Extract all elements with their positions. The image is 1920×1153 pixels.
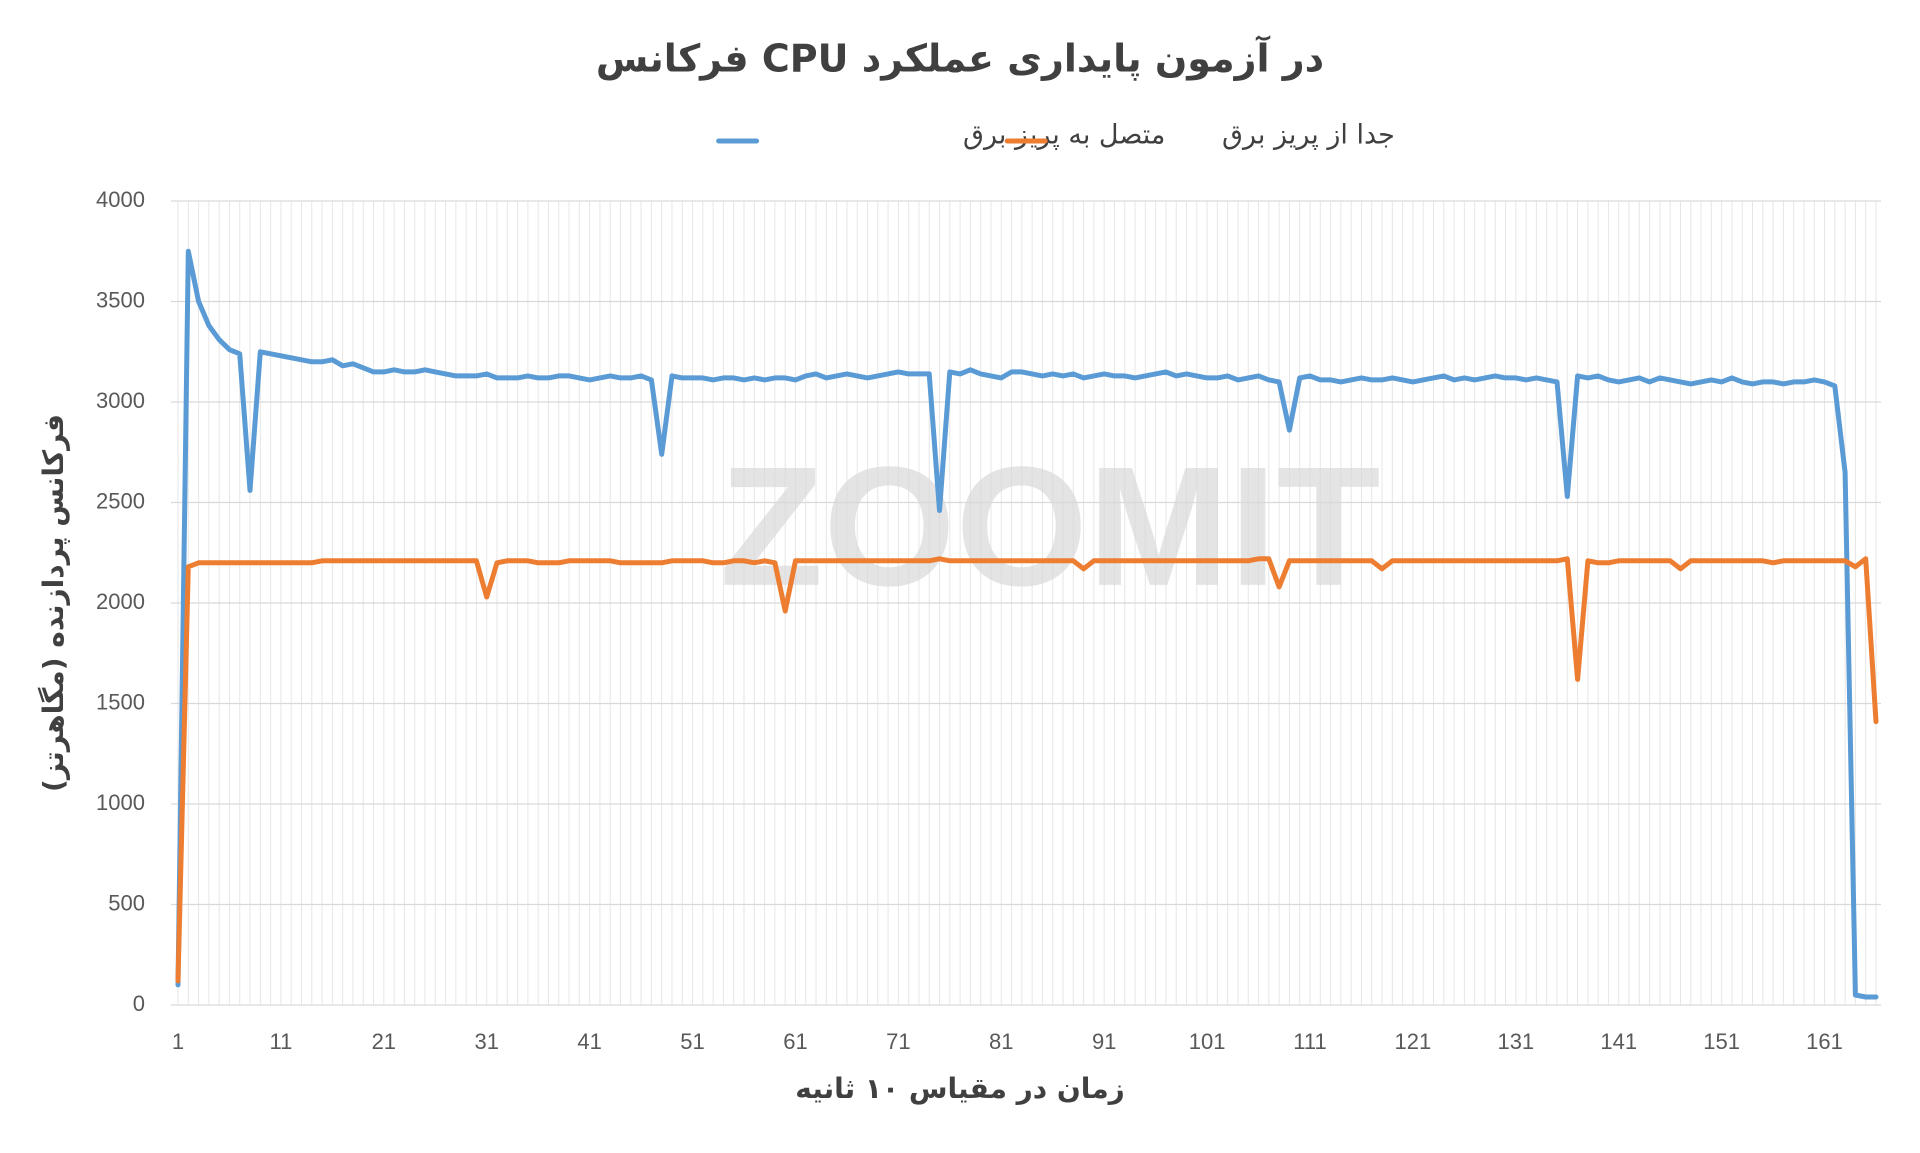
y-axis-label: فرکانس پردازنده (مگاهرتز) <box>37 414 70 792</box>
x-tick-label: 31 <box>474 1029 498 1054</box>
y-tick-label: 3500 <box>96 287 145 312</box>
y-tick-label: 3000 <box>96 388 145 413</box>
legend-label: متصل به پریز برق <box>963 120 1165 151</box>
legend-item: جدا از پریز برق <box>1004 120 1395 151</box>
y-tick-label: 500 <box>108 890 145 915</box>
y-tick-label: 1500 <box>96 689 145 714</box>
x-tick-label: 51 <box>680 1029 704 1054</box>
x-tick-label: 41 <box>577 1029 601 1054</box>
x-tick-label: 91 <box>1092 1029 1116 1054</box>
legend-label: جدا از پریز برق <box>1222 120 1395 151</box>
x-tick-label: 11 <box>269 1029 292 1054</box>
y-tick-label: 0 <box>133 991 145 1016</box>
watermark: ZOOMIT <box>720 432 1381 622</box>
y-tick-label: 2500 <box>96 488 145 513</box>
series-line <box>175 248 1879 1000</box>
x-tick-label: 161 <box>1806 1029 1843 1054</box>
x-tick-label: 101 <box>1189 1029 1226 1054</box>
chart-title: فرکانس CPU در آزمون پایداری عملکرد <box>596 35 1324 81</box>
x-tick-label: 71 <box>886 1029 910 1054</box>
x-tick-label: 111 <box>1293 1029 1326 1054</box>
y-tick-label: 2000 <box>96 589 145 614</box>
series-line <box>175 556 1879 984</box>
x-tick-label: 1 <box>172 1029 184 1054</box>
grid <box>171 200 1881 1006</box>
legend-item: متصل به پریز برق <box>716 120 1165 151</box>
x-tick-label: 61 <box>783 1029 807 1054</box>
x-tick-label: 151 <box>1703 1029 1740 1054</box>
x-tick-label: 21 <box>372 1029 396 1054</box>
y-tick-label: 4000 <box>96 187 145 212</box>
x-tick-label: 131 <box>1497 1029 1534 1054</box>
x-tick-label: 121 <box>1395 1029 1432 1054</box>
x-tick-label: 81 <box>989 1029 1013 1054</box>
y-tick-label: 1000 <box>96 790 145 815</box>
x-axis-label: زمان در مقیاس ۱۰ ثانیه <box>795 1072 1125 1105</box>
x-tick-label: 141 <box>1600 1029 1637 1054</box>
